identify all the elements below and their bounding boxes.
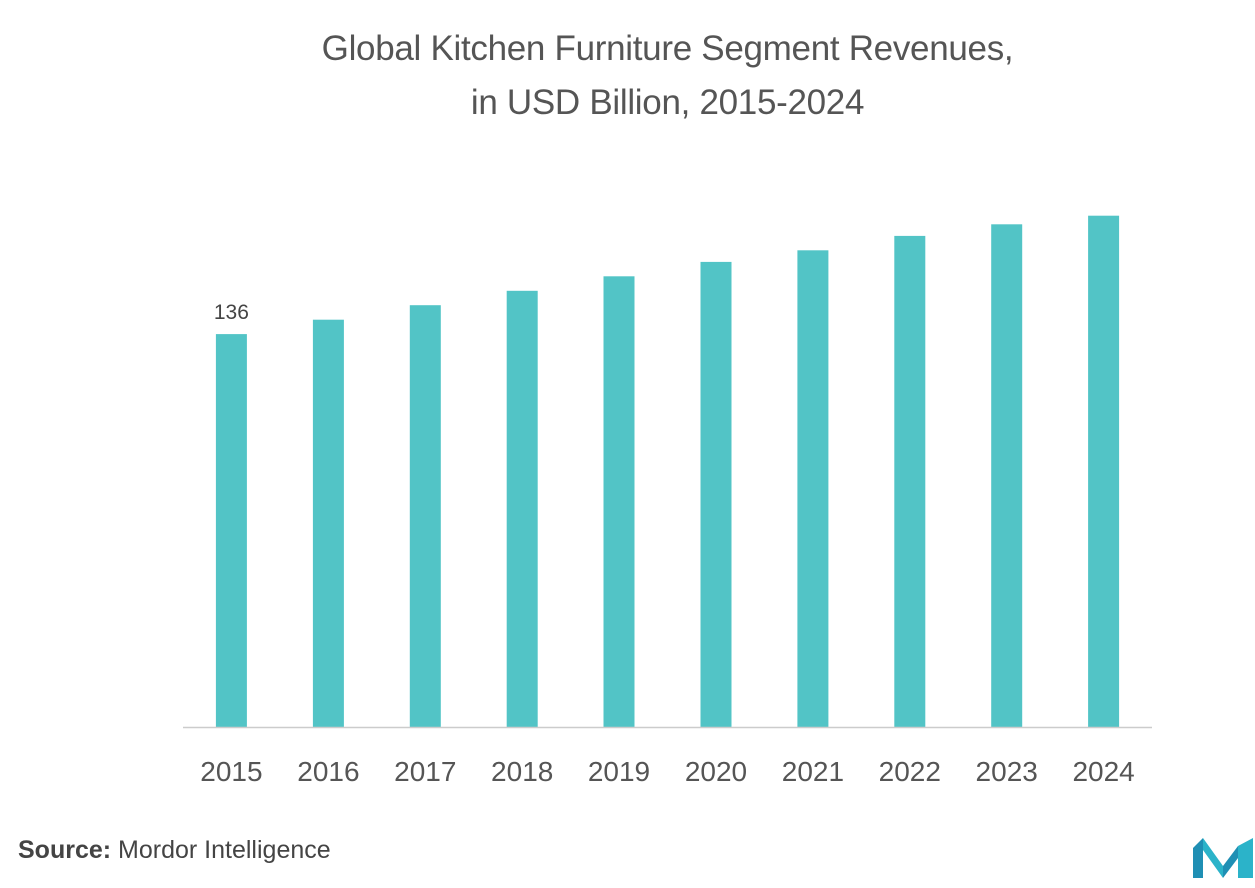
- x-tick-label-2017: 2017: [394, 756, 456, 787]
- chart-title: Global Kitchen Furniture Segment Revenue…: [0, 22, 1255, 130]
- x-tick-label-2022: 2022: [879, 756, 941, 787]
- x-tick-label-2015: 2015: [200, 756, 262, 787]
- bar-2015: [215, 334, 247, 727]
- bar-2016: [312, 319, 344, 727]
- bar-chart: 2015 136 2016 2017 2018 2019 2020 2021 2022 2023 2…: [183, 215, 1152, 787]
- x-tick-label-2019: 2019: [588, 756, 650, 787]
- x-tick-label-2023: 2023: [976, 756, 1038, 787]
- bar-2019: [603, 276, 635, 727]
- bar-2021: [797, 250, 829, 728]
- x-tick-label-2020: 2020: [685, 756, 747, 787]
- bar-2022: [894, 235, 926, 727]
- bar-2017: [409, 305, 441, 727]
- x-tick-label-2018: 2018: [491, 756, 553, 787]
- x-tick-label-2024: 2024: [1072, 756, 1134, 787]
- bar-2023: [991, 224, 1023, 728]
- source-label: Source:: [18, 836, 112, 864]
- x-tick-label-2016: 2016: [297, 756, 359, 787]
- source-text: Mordor Intelligence: [118, 836, 331, 864]
- bar-2024: [1088, 215, 1120, 727]
- mordor-intelligence-logo-icon: [1193, 838, 1253, 878]
- chart-title-line-2: in USD Billion, 2015-2024: [470, 83, 865, 122]
- x-tick-label-2021: 2021: [782, 756, 844, 787]
- bar-2020: [700, 261, 732, 727]
- source-note: Source: Mordor Intelligence: [18, 836, 331, 865]
- bar-2018: [506, 290, 538, 727]
- data-label-2015: 136: [214, 301, 249, 324]
- chart-title-line-1: Global Kitchen Furniture Segment Revenue…: [321, 29, 1014, 68]
